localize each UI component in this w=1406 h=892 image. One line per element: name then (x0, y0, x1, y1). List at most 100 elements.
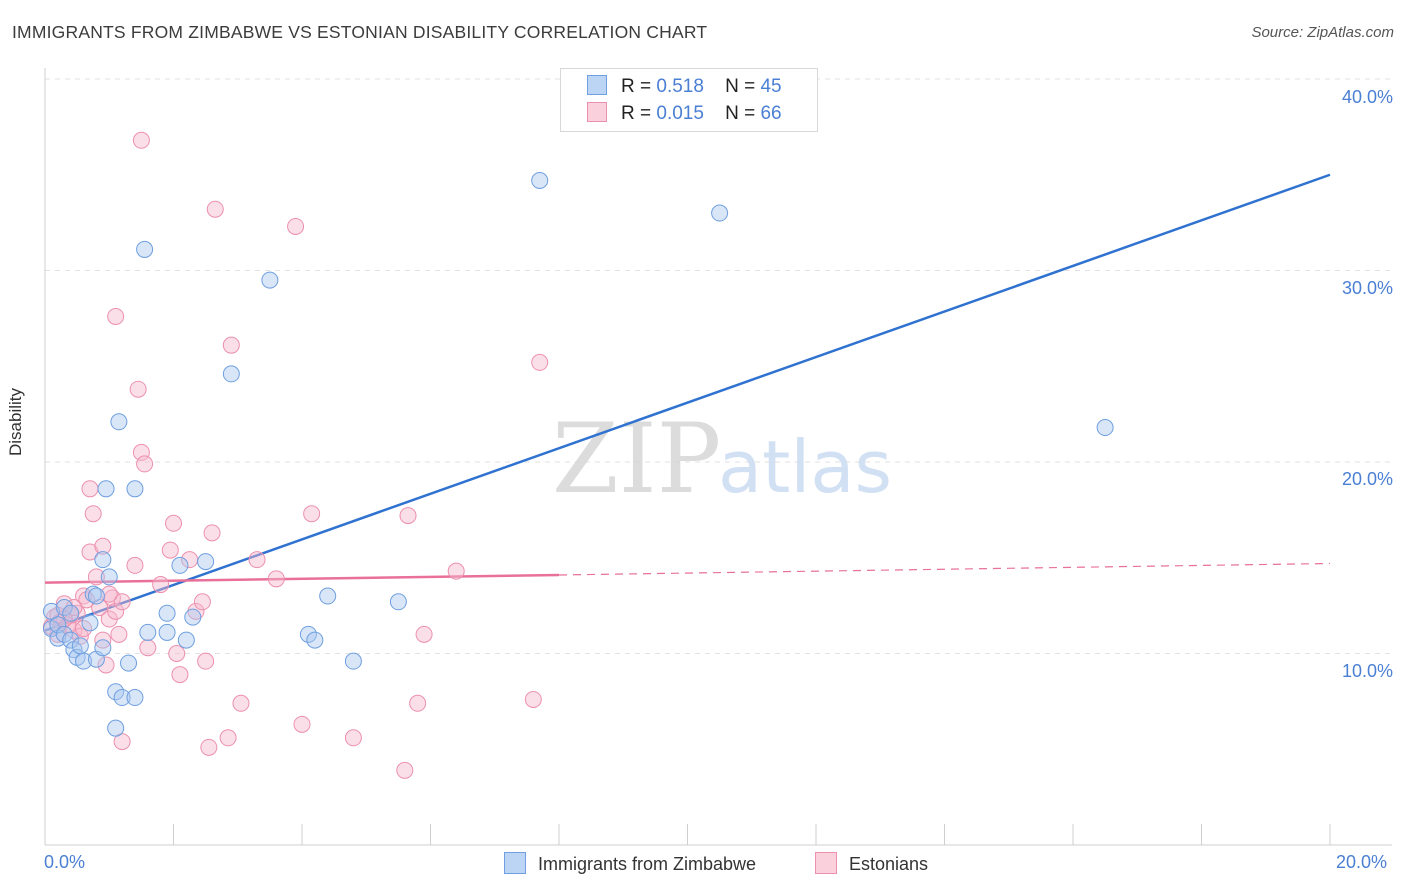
point-estonians (65, 599, 83, 617)
point-estonians (78, 591, 96, 609)
y-axis-label: Disability (6, 387, 25, 456)
point-estonians (531, 353, 549, 371)
point-estonians (396, 761, 414, 779)
gridlines (45, 78, 1392, 654)
point-zimbabwe (261, 271, 279, 289)
point-estonians (136, 455, 154, 473)
point-zimbabwe (177, 631, 195, 649)
point-zimbabwe (171, 556, 189, 574)
point-zimbabwe (75, 652, 93, 670)
point-estonians (193, 593, 211, 611)
point-estonians (293, 715, 311, 733)
point-zimbabwe (62, 604, 80, 622)
point-estonians (165, 514, 182, 532)
point-estonians (161, 541, 179, 559)
point-estonians (139, 639, 157, 657)
point-estonians (287, 217, 305, 235)
stats-legend: R = 0.518 N = 45 R = 0.015 N = 66 (560, 68, 818, 132)
watermark-atlas: atlas (718, 425, 892, 509)
point-zimbabwe (107, 683, 125, 701)
bottom-legend-zimbabwe: Immigrants from Zimbabwe (504, 852, 756, 875)
trend-line-estonians (44, 573, 560, 584)
point-estonians (187, 602, 205, 620)
y-tick-label-10: 10.0% (1341, 661, 1393, 681)
point-estonians (206, 200, 224, 218)
point-estonians (409, 694, 427, 712)
point-estonians (232, 694, 250, 712)
point-estonians (152, 576, 170, 594)
bottom-legend-estonians: Estonians (815, 852, 928, 875)
point-zimbabwe (126, 480, 144, 498)
point-zimbabwe (107, 719, 125, 737)
point-estonians (81, 480, 99, 498)
point-estonians (97, 656, 115, 674)
trend-line-zimbabwe (44, 173, 1331, 632)
point-zimbabwe (197, 553, 215, 571)
point-estonians (203, 524, 221, 542)
legend-swatch-pink (587, 102, 607, 122)
point-zimbabwe (84, 585, 102, 603)
point-zimbabwe (344, 652, 362, 670)
stats-legend-row-estonians: R = 0.015 N = 66 (587, 102, 782, 126)
point-estonians (267, 570, 285, 588)
point-zimbabwe (126, 689, 144, 707)
point-estonians (113, 593, 131, 611)
point-estonians (222, 336, 240, 354)
point-estonians (219, 729, 237, 747)
point-zimbabwe (306, 631, 324, 649)
point-estonians (168, 645, 186, 662)
series-estonians-points (42, 131, 549, 779)
point-estonians (94, 537, 112, 555)
n-value: 66 (760, 103, 782, 124)
point-estonians (110, 625, 128, 643)
x-tick-label-max: 20.0% (1336, 852, 1388, 872)
source-label: Source: ZipAtlas.com (1251, 24, 1394, 41)
point-estonians (84, 505, 102, 523)
point-estonians (524, 690, 542, 708)
point-zimbabwe (110, 413, 128, 431)
point-zimbabwe (81, 614, 99, 632)
point-estonians (447, 562, 465, 580)
point-zimbabwe (319, 587, 337, 605)
point-estonians (399, 507, 417, 525)
point-zimbabwe (55, 599, 73, 617)
point-zimbabwe (299, 625, 317, 643)
point-estonians (126, 556, 144, 574)
point-zimbabwe (711, 204, 729, 222)
chart-title: IMMIGRANTS FROM ZIMBABWE VS ESTONIAN DIS… (12, 22, 708, 42)
legend-swatch-pink (815, 852, 837, 874)
point-estonians (344, 729, 362, 747)
point-estonians (107, 602, 125, 620)
point-zimbabwe (94, 639, 112, 657)
point-zimbabwe (184, 608, 202, 626)
r-label: R = (621, 103, 652, 124)
point-zimbabwe (136, 240, 154, 258)
point-zimbabwe (158, 604, 176, 622)
r-value: 0.518 (656, 76, 704, 97)
point-zimbabwe (113, 689, 131, 707)
point-estonians (248, 551, 266, 569)
point-zimbabwe (100, 568, 118, 586)
point-estonians (87, 568, 105, 586)
point-estonians (75, 620, 93, 638)
point-estonians (129, 380, 147, 398)
trend-lines (44, 173, 1331, 632)
point-estonians (132, 131, 150, 149)
point-zimbabwe (49, 616, 67, 634)
stats-legend-row-zimbabwe: R = 0.518 N = 45 (587, 75, 782, 99)
legend-label: Estonians (849, 854, 929, 874)
r-value: 0.015 (656, 103, 704, 124)
point-zimbabwe (94, 551, 112, 569)
y-tick-label-30: 30.0% (1341, 278, 1393, 298)
legend-swatch-blue (587, 75, 607, 95)
point-zimbabwe (120, 654, 138, 672)
point-estonians (200, 738, 218, 756)
point-zimbabwe (158, 623, 176, 641)
trend-line-estonians-extrapolated (558, 562, 1331, 576)
r-label: R = (621, 76, 652, 97)
point-zimbabwe (87, 587, 105, 605)
n-value: 45 (760, 76, 782, 97)
y-tick-label-20: 20.0% (1341, 469, 1393, 489)
n-label: N = (725, 76, 756, 97)
point-zimbabwe (1096, 419, 1114, 437)
